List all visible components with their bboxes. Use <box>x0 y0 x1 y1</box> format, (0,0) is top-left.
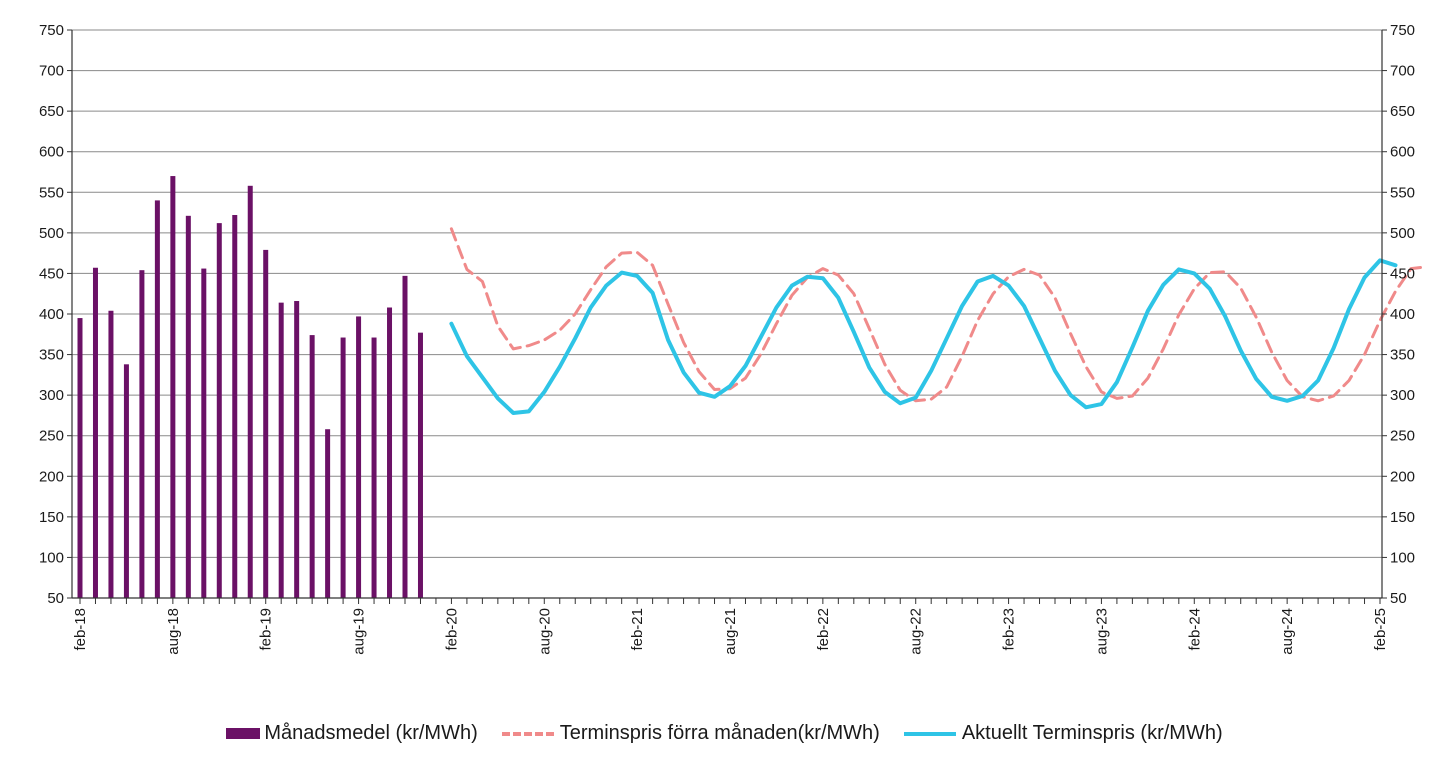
y-tick-label-right: 400 <box>1390 306 1415 323</box>
y-tick-label-left: 650 <box>39 103 64 120</box>
bar <box>123 364 129 598</box>
bar <box>170 176 176 599</box>
y-tick-label-right: 500 <box>1390 225 1415 242</box>
legend: Månadsmedel (kr/MWh) Terminspris förra m… <box>0 722 1449 745</box>
bar <box>154 200 160 598</box>
x-tick-label: aug-21 <box>722 608 739 655</box>
y-tick-label-right: 700 <box>1390 63 1415 80</box>
legend-label-line: Aktuellt Terminspris (kr/MWh) <box>961 722 1223 744</box>
x-tick-label: feb-22 <box>815 608 832 651</box>
y-tick-label-left: 350 <box>39 347 64 364</box>
y-tick-label-right: 350 <box>1390 347 1415 364</box>
y-tick-label-right: 750 <box>1390 22 1415 39</box>
y-tick-label-right: 300 <box>1390 387 1415 404</box>
x-tick-label: aug-24 <box>1279 608 1296 655</box>
bar-series <box>77 176 423 599</box>
y-tick-label-left: 750 <box>39 22 64 39</box>
legend-label-bars: Månadsmedel (kr/MWh) <box>264 722 478 744</box>
y-tick-label-left: 400 <box>39 306 64 323</box>
bar <box>77 318 83 598</box>
y-tick-label-left: 600 <box>39 144 64 161</box>
y-tick-label-right: 50 <box>1390 590 1407 607</box>
x-tick-label: feb-20 <box>443 608 460 651</box>
legend-swatch-dashed <box>501 731 554 736</box>
legend-swatch-bars <box>226 728 261 739</box>
bar <box>139 270 145 598</box>
y-tick-label-left: 500 <box>39 225 64 242</box>
y-tick-label-left: 300 <box>39 387 64 404</box>
bar <box>108 310 114 598</box>
x-tick-label: feb-18 <box>72 608 89 651</box>
bar <box>247 185 253 598</box>
axes <box>67 29 1387 604</box>
legend-item-line: Aktuellt Terminspris (kr/MWh) <box>903 722 1223 745</box>
legend-label-dashed: Terminspris förra månaden(kr/MWh) <box>559 722 880 744</box>
y-tick-label-right: 200 <box>1390 468 1415 485</box>
x-axis-labels: feb-18 aug-18 feb-19 aug-19 feb-20 aug-20 feb-… <box>72 608 1389 655</box>
y-tick-label-right: 550 <box>1390 184 1415 201</box>
line-series <box>449 227 1428 415</box>
bar <box>278 302 284 598</box>
bar <box>325 429 331 598</box>
y-tick-label-left: 200 <box>39 468 64 485</box>
y-tick-label-right: 450 <box>1390 265 1415 282</box>
x-tick-label: feb-24 <box>1186 608 1203 651</box>
legend-item-dashed: Terminspris förra månaden(kr/MWh) <box>501 722 880 745</box>
bar <box>356 316 362 598</box>
y-tick-label-left: 50 <box>47 590 64 607</box>
x-tick-label: aug-19 <box>351 608 368 655</box>
y-tick-label-right: 100 <box>1390 549 1415 566</box>
bar <box>402 275 408 598</box>
bar <box>201 268 207 598</box>
legend-swatch-line <box>903 731 956 736</box>
y-tick-label-left: 100 <box>39 549 64 566</box>
bar <box>371 337 377 598</box>
gridlines <box>72 29 1382 599</box>
y-axis-right-labels: 50 100 150 200 250 300 350 400 450 500 550 600 650 70… <box>1390 22 1415 607</box>
bar <box>340 337 346 598</box>
x-tick-label: feb-25 <box>1372 608 1389 651</box>
bar <box>294 301 300 598</box>
bar <box>417 332 423 598</box>
y-tick-label-left: 700 <box>39 63 64 80</box>
legend-item-bars: Månadsmedel (kr/MWh) <box>226 722 478 745</box>
series-line-dashed <box>449 227 1428 403</box>
y-tick-label-right: 250 <box>1390 428 1415 445</box>
bar <box>309 335 315 598</box>
bar <box>92 267 98 598</box>
bar <box>216 223 222 598</box>
x-tick-label: feb-23 <box>1001 608 1018 651</box>
y-tick-label-right: 600 <box>1390 144 1415 161</box>
y-tick-label-right: 150 <box>1390 509 1415 526</box>
x-tick-label: aug-22 <box>908 608 925 655</box>
x-tick-label: aug-18 <box>165 608 182 655</box>
x-tick-label: aug-20 <box>536 608 553 655</box>
x-tick-label: aug-23 <box>1093 608 1110 655</box>
y-tick-label-left: 450 <box>39 265 64 282</box>
y-tick-label-left: 150 <box>39 509 64 526</box>
chart: 50 100 150 200 250 300 350 400 450 500 550 600 650 70… <box>39 22 1428 655</box>
y-tick-label-right: 650 <box>1390 103 1415 120</box>
bar <box>185 215 191 598</box>
y-axis-left-labels: 50 100 150 200 250 300 350 400 450 500 550 600 650 70… <box>39 22 64 607</box>
y-tick-label-left: 250 <box>39 428 64 445</box>
y-tick-label-left: 550 <box>39 184 64 201</box>
series-line-solid <box>449 258 1398 415</box>
bar <box>387 307 393 598</box>
x-tick-label: feb-21 <box>629 608 646 651</box>
x-tick-label: feb-19 <box>258 608 275 651</box>
bar <box>232 215 238 598</box>
bar <box>263 249 269 598</box>
